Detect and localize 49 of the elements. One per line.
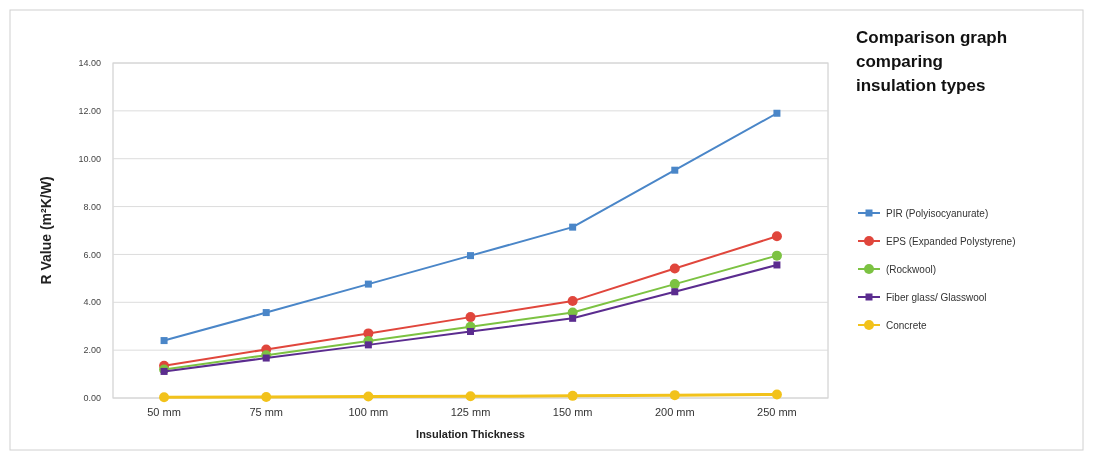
legend-label: Fiber glass/ Glasswool xyxy=(886,291,987,303)
point xyxy=(771,231,782,242)
point xyxy=(364,341,372,349)
legend-label: Concrete xyxy=(886,319,928,331)
point xyxy=(771,250,782,261)
point xyxy=(669,390,680,401)
point xyxy=(364,280,372,288)
point xyxy=(262,354,270,362)
point xyxy=(363,391,374,402)
y-tick-label: 14.00 xyxy=(78,58,101,69)
legend-label: (Rockwool) xyxy=(886,263,937,275)
x-tick-label: 150 mm xyxy=(552,406,593,418)
point xyxy=(669,263,680,274)
x-tick-label: 50 mm xyxy=(147,406,181,418)
point xyxy=(569,223,577,231)
point xyxy=(773,109,781,117)
y-tick-label: 12.00 xyxy=(78,106,101,117)
point xyxy=(567,296,578,307)
y-axis-title: R Value (m²K/W) xyxy=(38,176,54,285)
x-tick-label: 125 mm xyxy=(450,406,491,418)
y-tick-label: 6.00 xyxy=(83,249,101,260)
x-tick-label: 200 mm xyxy=(654,406,695,418)
text: Comparison graph comparing insulation types xyxy=(856,28,1008,95)
x-tick-label: 75 mm xyxy=(249,406,284,418)
point xyxy=(465,312,476,323)
y-tick-label: 10.00 xyxy=(78,153,101,164)
point xyxy=(261,392,272,403)
y-tick-label: 8.00 xyxy=(83,201,101,212)
legend-label: PIR (Polyisocyanurate) xyxy=(886,207,989,219)
y-tick-label: 4.00 xyxy=(83,297,101,308)
point xyxy=(159,392,170,403)
x-tick-label: 250 mm xyxy=(757,406,797,418)
point xyxy=(669,279,680,290)
point xyxy=(160,337,168,345)
point xyxy=(671,166,679,174)
y-tick-label: 2.00 xyxy=(83,345,101,356)
point xyxy=(467,252,474,260)
point xyxy=(569,314,577,322)
point xyxy=(671,288,679,296)
point xyxy=(465,391,476,402)
point xyxy=(567,390,578,401)
x-tick-label: 100 mm xyxy=(348,406,389,418)
x-axis-title: Insulation Thickness xyxy=(416,428,525,440)
point xyxy=(467,327,474,335)
point xyxy=(262,309,270,317)
y-tick-label: 0.00 xyxy=(83,393,101,404)
point xyxy=(771,389,782,400)
point xyxy=(773,261,781,269)
legend-label: EPS (Expanded Polystyrene) xyxy=(886,235,1016,247)
